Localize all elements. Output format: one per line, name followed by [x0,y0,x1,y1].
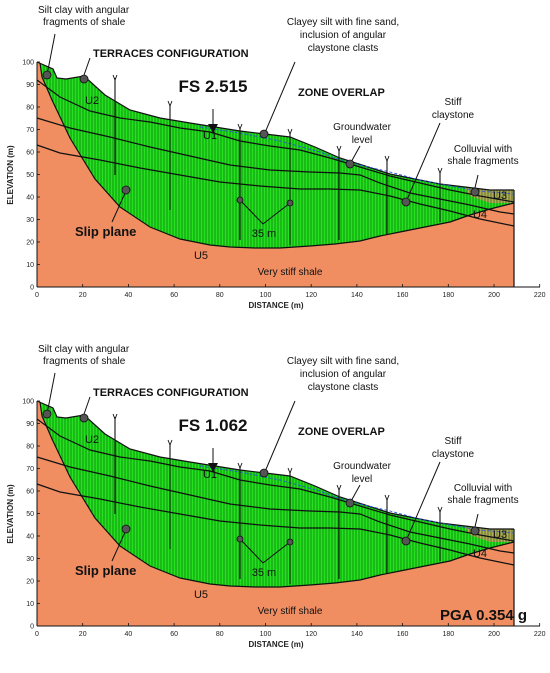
y-tick-label: 80 [26,105,34,112]
y-tick-label: 80 [26,444,34,451]
y-tick-label: 70 [26,127,34,134]
x-tick-label: 40 [125,292,133,299]
x-tick-label: 100 [260,631,272,638]
x-tick-label: 100 [260,292,272,299]
y-tick-label: 100 [22,60,34,67]
pga-label: PGA 0.354 g [440,607,527,624]
clayey-silt-label: inclusion of angular [300,369,387,380]
x-tick-label: 20 [79,292,87,299]
x-tick-label: 120 [305,292,317,299]
x-tick-label: 40 [125,631,133,638]
y-tick-label: 10 [26,601,34,608]
y-axis-label: ELEVATION (m) [6,145,15,205]
groundwater-label: level [352,474,373,485]
very-stiff-shale-label: Very stiff shale [258,606,323,617]
clayey-silt-label: claystone clasts [308,43,379,54]
groundwater-label: Groundwater [333,122,391,133]
y-tick-label: 60 [26,489,34,496]
very-stiff-shale-label: Very stiff shale [258,267,323,278]
unit-u5-label: U5 [194,250,208,262]
y-tick-label: 10 [26,262,34,269]
factor-of-safety-label: FS 2.515 [179,77,248,96]
x-tick-label: 200 [488,292,500,299]
clayey-silt-label: claystone clasts [308,382,379,393]
terraces-label: TERRACES CONFIGURATION [93,48,249,60]
y-tick-label: 30 [26,217,34,224]
y-axis-label: ELEVATION (m) [6,484,15,544]
y-tick-label: 0 [30,624,34,631]
y-tick-label: 50 [26,172,34,179]
x-axis-label: DISTANCE (m) [249,301,304,310]
stiff-claystone-label: claystone [432,449,475,460]
y-tick-label: 30 [26,556,34,563]
y-tick-label: 20 [26,579,34,586]
x-tick-label: 160 [397,631,409,638]
clayey-silt-label: Clayey silt with fine sand, [287,356,399,367]
y-tick-label: 40 [26,534,34,541]
x-tick-label: 0 [35,292,39,299]
factor-of-safety-label: FS 1.062 [179,416,248,435]
colluvial-label: shale fragments [447,495,518,506]
unit-u4-label: U4 [473,548,487,560]
groundwater-label: level [352,135,373,146]
x-tick-label: 0 [35,631,39,638]
x-tick-label: 160 [397,292,409,299]
y-tick-label: 50 [26,511,34,518]
y-tick-label: 90 [26,421,34,428]
x-tick-label: 200 [488,631,500,638]
x-tick-label: 180 [442,292,454,299]
stiff-claystone-label: Stiff [444,97,461,108]
y-tick-label: 20 [26,240,34,247]
x-tick-label: 20 [79,631,87,638]
colluvial-label: Colluvial with [454,144,512,155]
unit-u3-label: U3 [493,190,507,202]
x-tick-label: 220 [534,292,546,299]
clayey-silt-label: Clayey silt with fine sand, [287,17,399,28]
x-tick-label: 140 [351,631,363,638]
colluvial-label: shale fragments [447,156,518,167]
x-tick-label: 180 [442,631,454,638]
unit-u2-label: U2 [85,434,99,446]
silt-clay-label: fragments of shale [43,356,126,367]
silt-clay-label: Silt clay with angular [38,5,130,16]
silt-clay-label: Silt clay with angular [38,344,130,355]
groundwater-label: Groundwater [333,461,391,472]
unit-u3-label: U3 [493,529,507,541]
x-axis-label: DISTANCE (m) [249,640,304,649]
spacing-label: 35 m [252,228,276,240]
unit-u5-label: U5 [194,589,208,601]
unit-u1-label: U1 [203,469,217,481]
unit-u1-label: U1 [203,130,217,142]
x-tick-label: 220 [534,631,546,638]
unit-u2-label: U2 [85,95,99,107]
x-tick-label: 80 [216,292,224,299]
y-tick-label: 40 [26,195,34,202]
zone-overlap-label: ZONE OVERLAP [298,426,385,438]
unit-u4-label: U4 [473,209,487,221]
terraces-label: TERRACES CONFIGURATION [93,387,249,399]
y-tick-label: 0 [30,285,34,292]
silt-clay-label: fragments of shale [43,17,126,28]
slip-plane-label: Slip plane [75,224,136,239]
x-tick-label: 140 [351,292,363,299]
zone-overlap-label: ZONE OVERLAP [298,87,385,99]
colluvial-label: Colluvial with [454,483,512,494]
y-tick-label: 60 [26,150,34,157]
x-tick-label: 60 [170,292,178,299]
slip-plane-label: Slip plane [75,563,136,578]
stiff-claystone-label: claystone [432,110,475,121]
spacing-label: 35 m [252,567,276,579]
x-tick-label: 120 [305,631,317,638]
y-tick-label: 70 [26,466,34,473]
y-tick-label: 100 [22,399,34,406]
x-tick-label: 80 [216,631,224,638]
x-tick-label: 60 [170,631,178,638]
y-tick-label: 90 [26,82,34,89]
clayey-silt-label: inclusion of angular [300,30,387,41]
stiff-claystone-label: Stiff [444,436,461,447]
